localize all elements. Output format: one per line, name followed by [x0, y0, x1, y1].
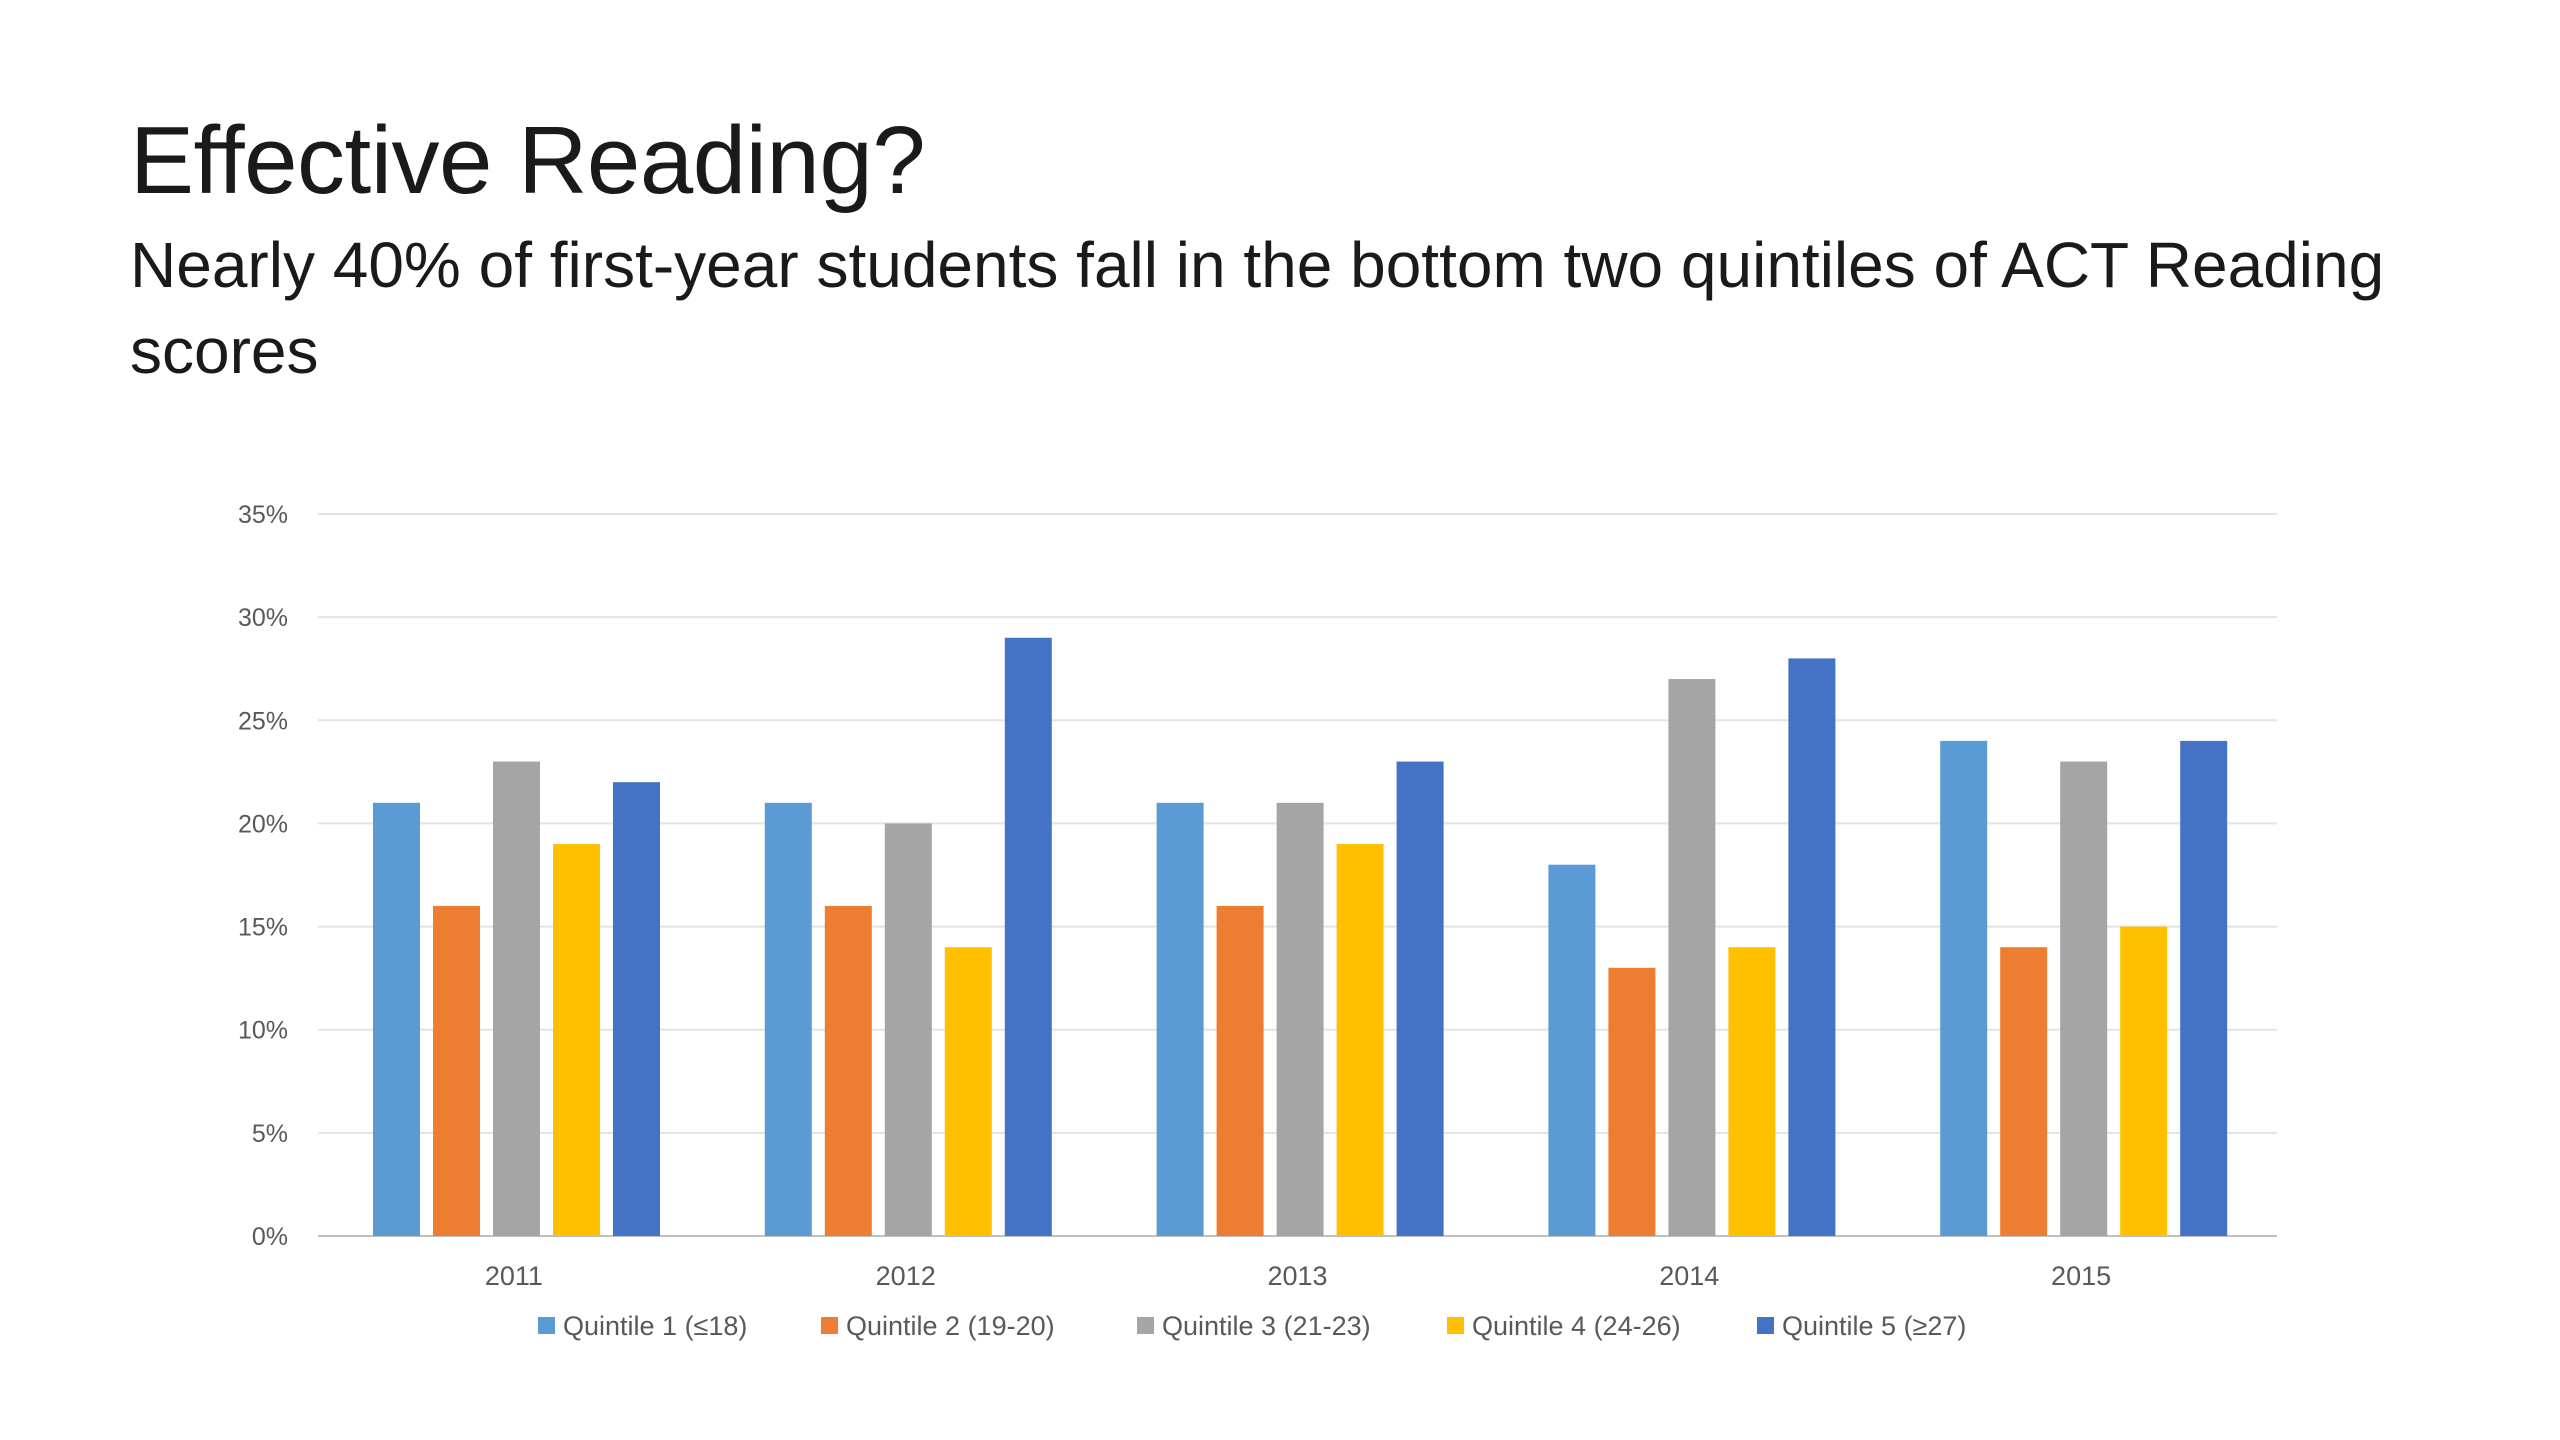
bar-2014-q4	[1728, 947, 1776, 1236]
bar-2011-q5	[613, 782, 660, 1236]
slide-subtitle: Nearly 40% of first-year students fall i…	[130, 229, 2385, 387]
y-tick-label: 30%	[238, 604, 288, 632]
bar-2013-q3	[1276, 802, 1324, 1236]
bar-2012-q1	[764, 802, 812, 1236]
bar-2012-q4	[944, 947, 992, 1236]
legend-label-q1: Quintile 1 (≤18)	[563, 1311, 747, 1341]
x-tick-label: 2013	[1267, 1261, 1327, 1291]
legend-swatch-q5	[1757, 1317, 1774, 1334]
bar-2013-q1	[1156, 802, 1204, 1236]
bar-2015-q4	[2120, 926, 2168, 1236]
bar-2013-q4	[1336, 844, 1384, 1236]
y-tick-label: 10%	[238, 1017, 288, 1045]
legend-label-q5: Quintile 5 (≥27)	[1782, 1311, 1966, 1341]
x-tick-label: 2012	[876, 1261, 936, 1291]
bar-2013-q5	[1396, 761, 1444, 1236]
y-tick-label: 5%	[252, 1120, 288, 1148]
bar-2012-q3	[884, 823, 932, 1236]
bar-2015-q5	[2180, 740, 2228, 1236]
bar-2015-q2	[2000, 947, 2048, 1236]
x-tick-label: 2011	[485, 1261, 543, 1291]
bar-2014-q2	[1608, 967, 1656, 1236]
bar-2014-q5	[1788, 658, 1836, 1236]
bar-2011-q4	[553, 844, 600, 1236]
bar-2013-q2	[1216, 905, 1264, 1236]
x-tick-label: 2014	[1659, 1261, 1719, 1291]
legend-label-q3: Quintile 3 (21-23)	[1162, 1311, 1371, 1341]
y-tick-label: 35%	[238, 501, 288, 529]
bar-2014-q1	[1548, 864, 1596, 1236]
bar-2012-q5	[1004, 637, 1052, 1236]
legend-swatch-q3	[1137, 1317, 1154, 1334]
bar-2015-q1	[1940, 740, 1988, 1236]
y-tick-label: 0%	[252, 1223, 288, 1251]
slide-title: Effective Reading?	[130, 107, 926, 214]
bar-2012-q2	[824, 905, 872, 1236]
legend-swatch-q1	[538, 1317, 555, 1334]
bar-2014-q3	[1668, 679, 1716, 1236]
legend-swatch-q4	[1447, 1317, 1464, 1334]
bar-2011-q2	[433, 905, 480, 1236]
y-tick-label: 20%	[238, 810, 288, 838]
legend-label-q4: Quintile 4 (24-26)	[1472, 1311, 1681, 1341]
legend-label-q2: Quintile 2 (19-20)	[846, 1311, 1055, 1341]
y-tick-label: 15%	[238, 914, 288, 942]
x-tick-label: 2015	[2051, 1261, 2111, 1291]
bar-2011-q3	[493, 761, 540, 1236]
bar-2011-q1	[373, 802, 420, 1236]
y-tick-label: 25%	[238, 707, 288, 735]
legend-swatch-q2	[821, 1317, 838, 1334]
bar-2015-q3	[2060, 761, 2108, 1236]
